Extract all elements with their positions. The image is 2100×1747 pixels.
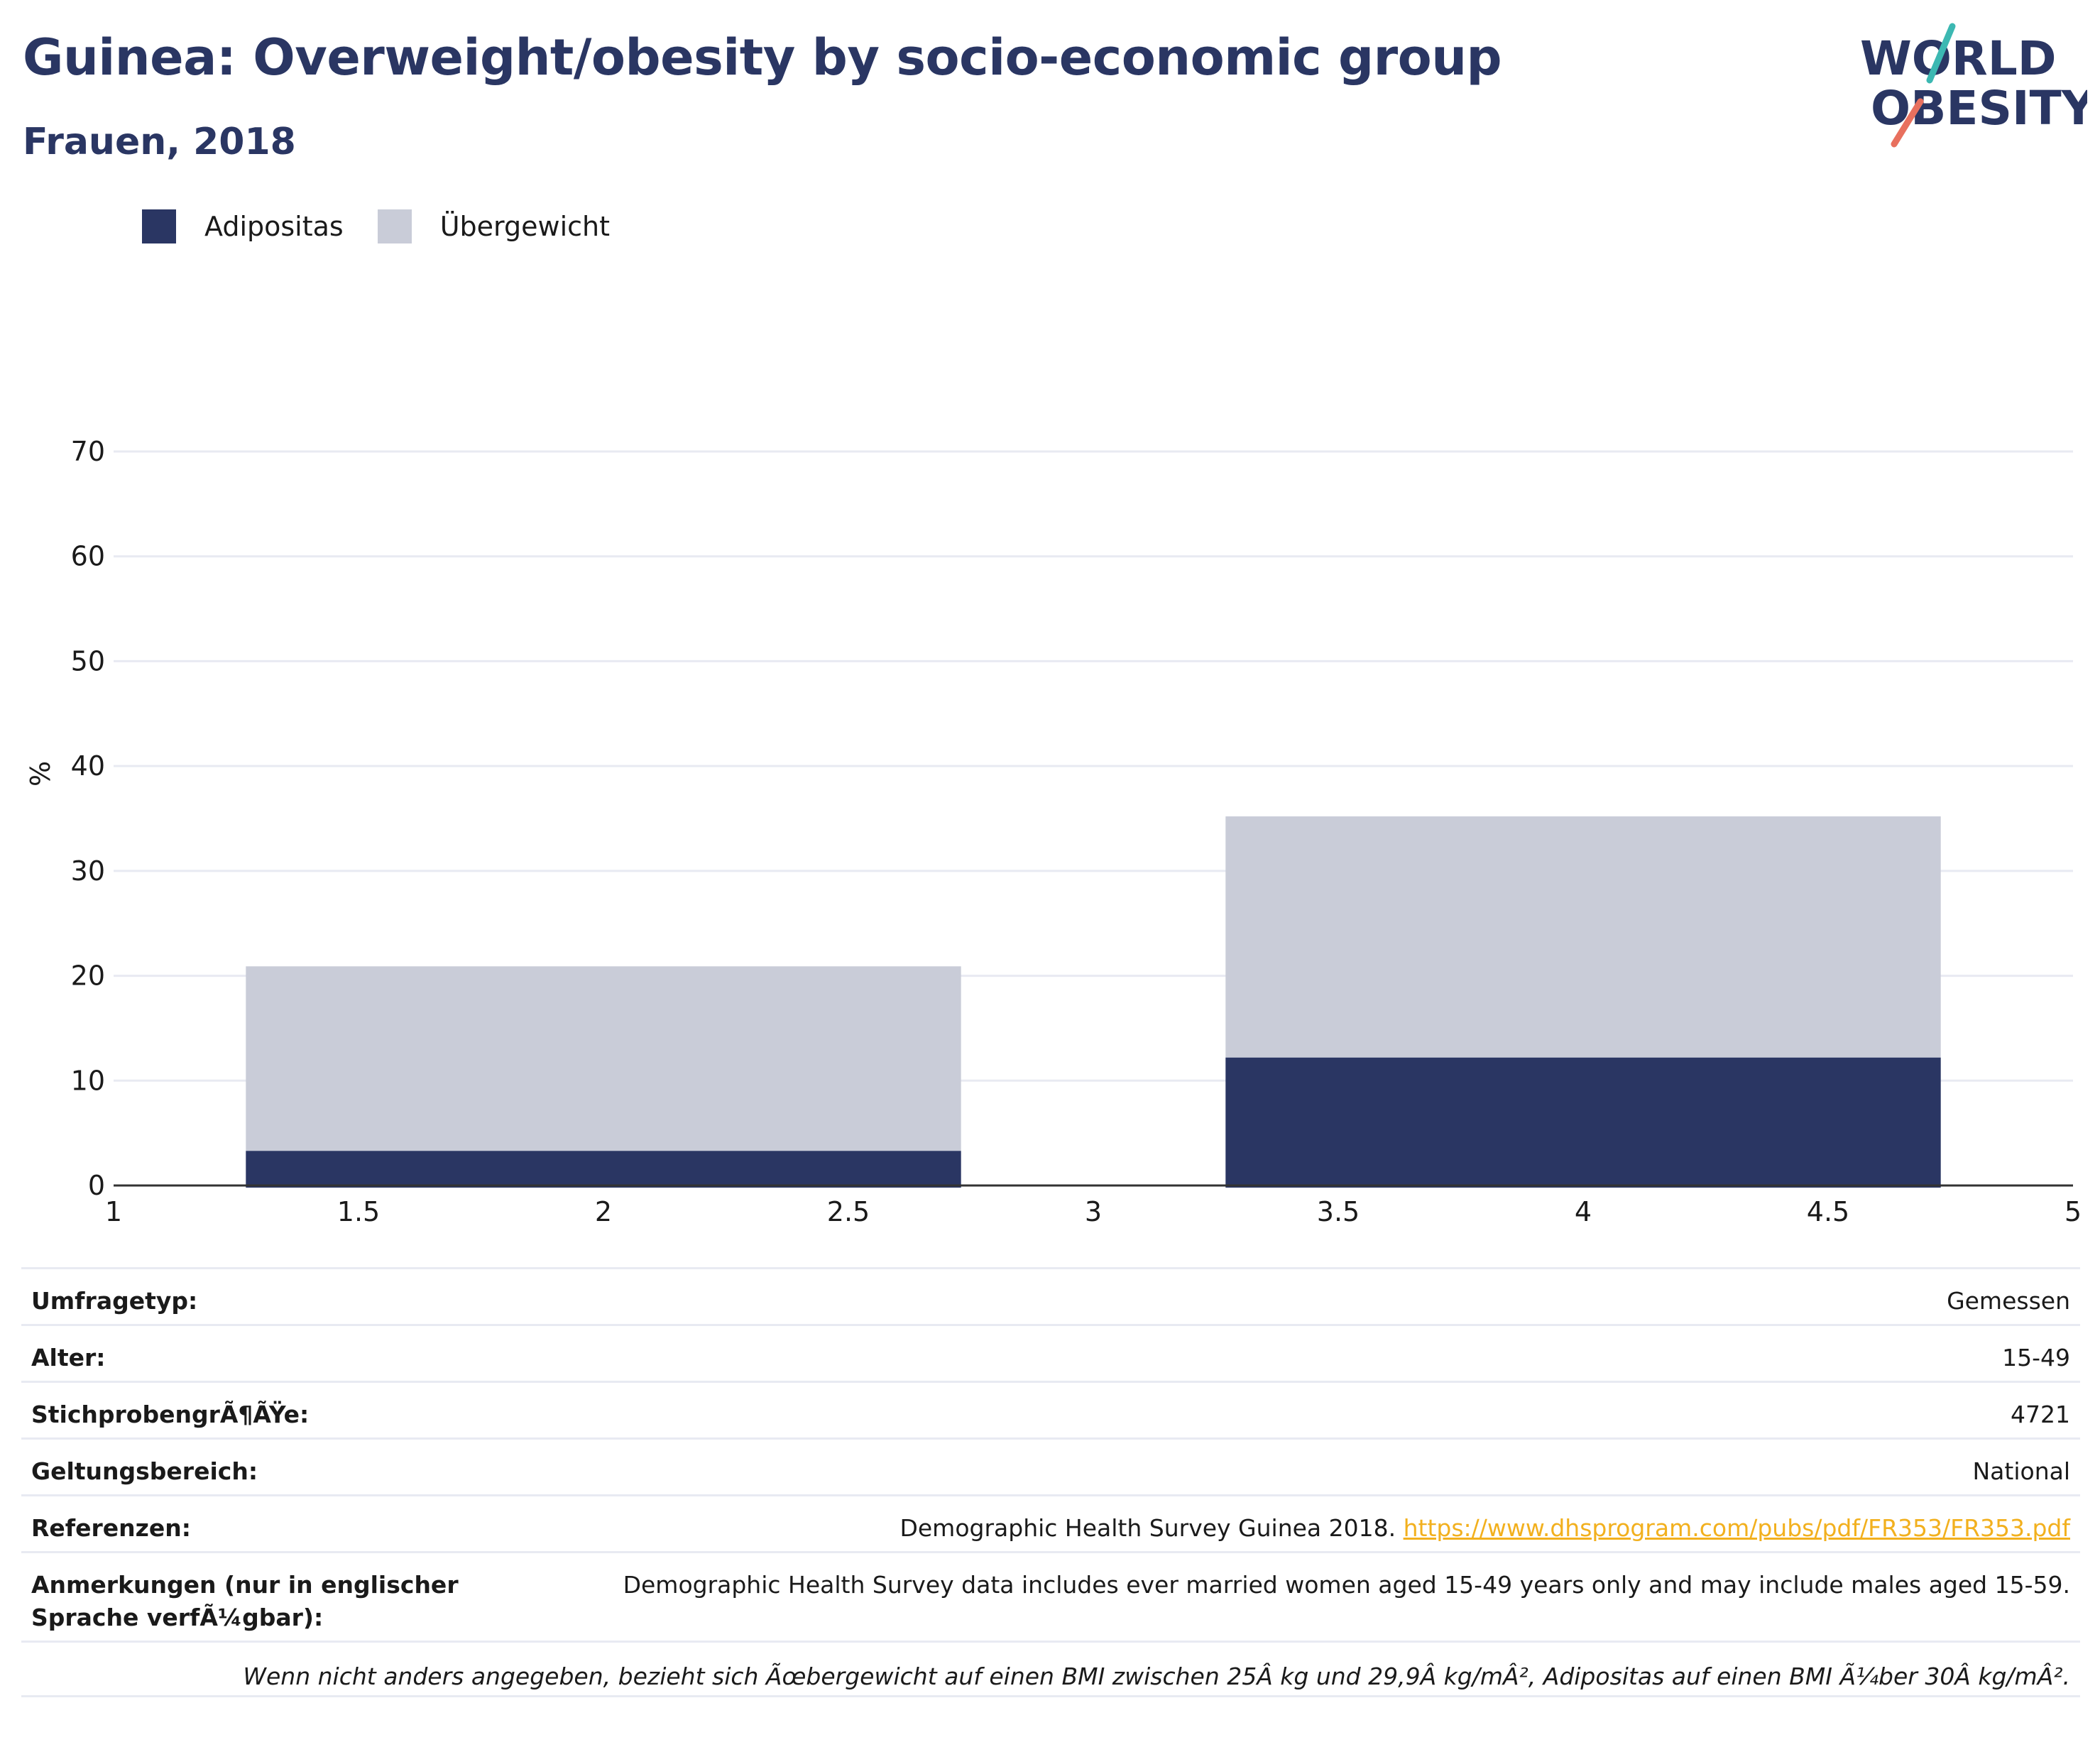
meta-value: Demographic Health Survey Guinea 2018. h… <box>899 1512 2070 1545</box>
y-tick-label: 60 <box>71 541 105 572</box>
meta-row-alter: Alter: 15-49 <box>21 1324 2080 1381</box>
bar-uebergewicht-0[interactable] <box>246 966 961 1151</box>
chart-subtitle: Frauen, 2018 <box>23 121 296 163</box>
meta-key: Anmerkungen (nur in englischer Sprache v… <box>31 1571 459 1631</box>
meta-value: 4721 <box>2011 1401 2070 1428</box>
x-tick-label: 3.5 <box>1317 1196 1360 1227</box>
meta-key: Umfragetyp: <box>31 1287 198 1315</box>
y-axis-label: % <box>25 761 56 787</box>
meta-key: Referenzen: <box>31 1514 191 1542</box>
chart-legend: Adipositas Übergewicht <box>142 209 644 243</box>
legend-item-uebergewicht[interactable]: Übergewicht <box>377 209 610 243</box>
world-obesity-logo: WORLD OBESITY <box>1860 23 2087 148</box>
chart-title: Guinea: Overweight/obesity by socio-econ… <box>23 28 1502 87</box>
meta-key: Geltungsbereich: <box>31 1457 258 1485</box>
meta-key: StichprobengrÃ¶ÃŸe: <box>31 1401 310 1428</box>
legend-label-adipositas: Adipositas <box>204 211 344 242</box>
meta-row-geltungsbereich: Geltungsbereich: National <box>21 1437 2080 1494</box>
x-tick-label: 1.5 <box>337 1196 380 1227</box>
meta-value: National <box>1972 1457 2070 1485</box>
y-tick-label: 0 <box>88 1170 105 1201</box>
legend-swatch-uebergewicht <box>377 209 412 243</box>
logo-slash-teal <box>1926 23 1956 84</box>
x-tick-label: 2 <box>595 1196 612 1227</box>
bmi-footnote: Wenn nicht anders angegeben, bezieht sic… <box>21 1641 2080 1697</box>
reference-text: Demographic Health Survey Guinea 2018. <box>899 1514 1404 1542</box>
meta-row-anmerkungen: Anmerkungen (nur in englischer Sprache v… <box>21 1551 2080 1641</box>
y-tick-label: 20 <box>71 960 105 992</box>
bar-uebergewicht-1[interactable] <box>1225 816 1941 1058</box>
y-tick-label: 10 <box>71 1065 105 1096</box>
meta-value: Demographic Health Survey data includes … <box>623 1571 2070 1599</box>
legend-swatch-adipositas <box>142 209 176 243</box>
bars <box>246 816 1941 1188</box>
logo-slash-coral <box>1891 98 1924 148</box>
meta-row-umfragetyp: Umfragetyp: Gemessen <box>21 1267 2080 1324</box>
x-tick-label: 5 <box>2065 1196 2082 1227</box>
meta-key: Alter: <box>31 1344 106 1371</box>
x-tick-label: 2.5 <box>827 1196 870 1227</box>
x-tick-label: 1 <box>105 1196 122 1227</box>
y-tick-label: 40 <box>71 750 105 782</box>
meta-value: 15-49 <box>2002 1344 2070 1371</box>
logo-line1: WORLD <box>1860 31 2057 86</box>
bar-adipositas-1[interactable] <box>1225 1057 1941 1188</box>
y-tick-label: 70 <box>71 436 105 467</box>
x-tick-label: 3 <box>1085 1196 1102 1227</box>
x-tick-label: 4.5 <box>1807 1196 1849 1227</box>
y-tick-label: 30 <box>71 855 105 887</box>
chart-plot-area: 0 10 20 30 40 50 60 70 1 1.5 2 2.5 3 3.5 4 4.5 5 % <box>25 436 2082 1227</box>
x-tick-label: 4 <box>1575 1196 1592 1227</box>
meta-row-referenzen: Referenzen: Demographic Health Survey Gu… <box>21 1494 2080 1551</box>
y-tick-label: 50 <box>71 645 105 677</box>
legend-item-adipositas[interactable]: Adipositas <box>142 209 344 243</box>
axes: 0 10 20 30 40 50 60 70 1 1.5 2 2.5 3 3.5 4 4.5 5 <box>71 436 2082 1227</box>
bar-adipositas-0[interactable] <box>246 1151 961 1188</box>
survey-metadata: Umfragetyp: Gemessen Alter: 15-49 Stichp… <box>21 1267 2080 1697</box>
meta-value: Gemessen <box>1947 1287 2070 1315</box>
meta-row-stichprobengroesse: StichprobengrÃ¶ÃŸe: 4721 <box>21 1381 2080 1437</box>
reference-link[interactable]: https://www.dhsprogram.com/pubs/pdf/FR35… <box>1403 1514 2070 1542</box>
legend-label-uebergewicht: Übergewicht <box>439 211 610 242</box>
